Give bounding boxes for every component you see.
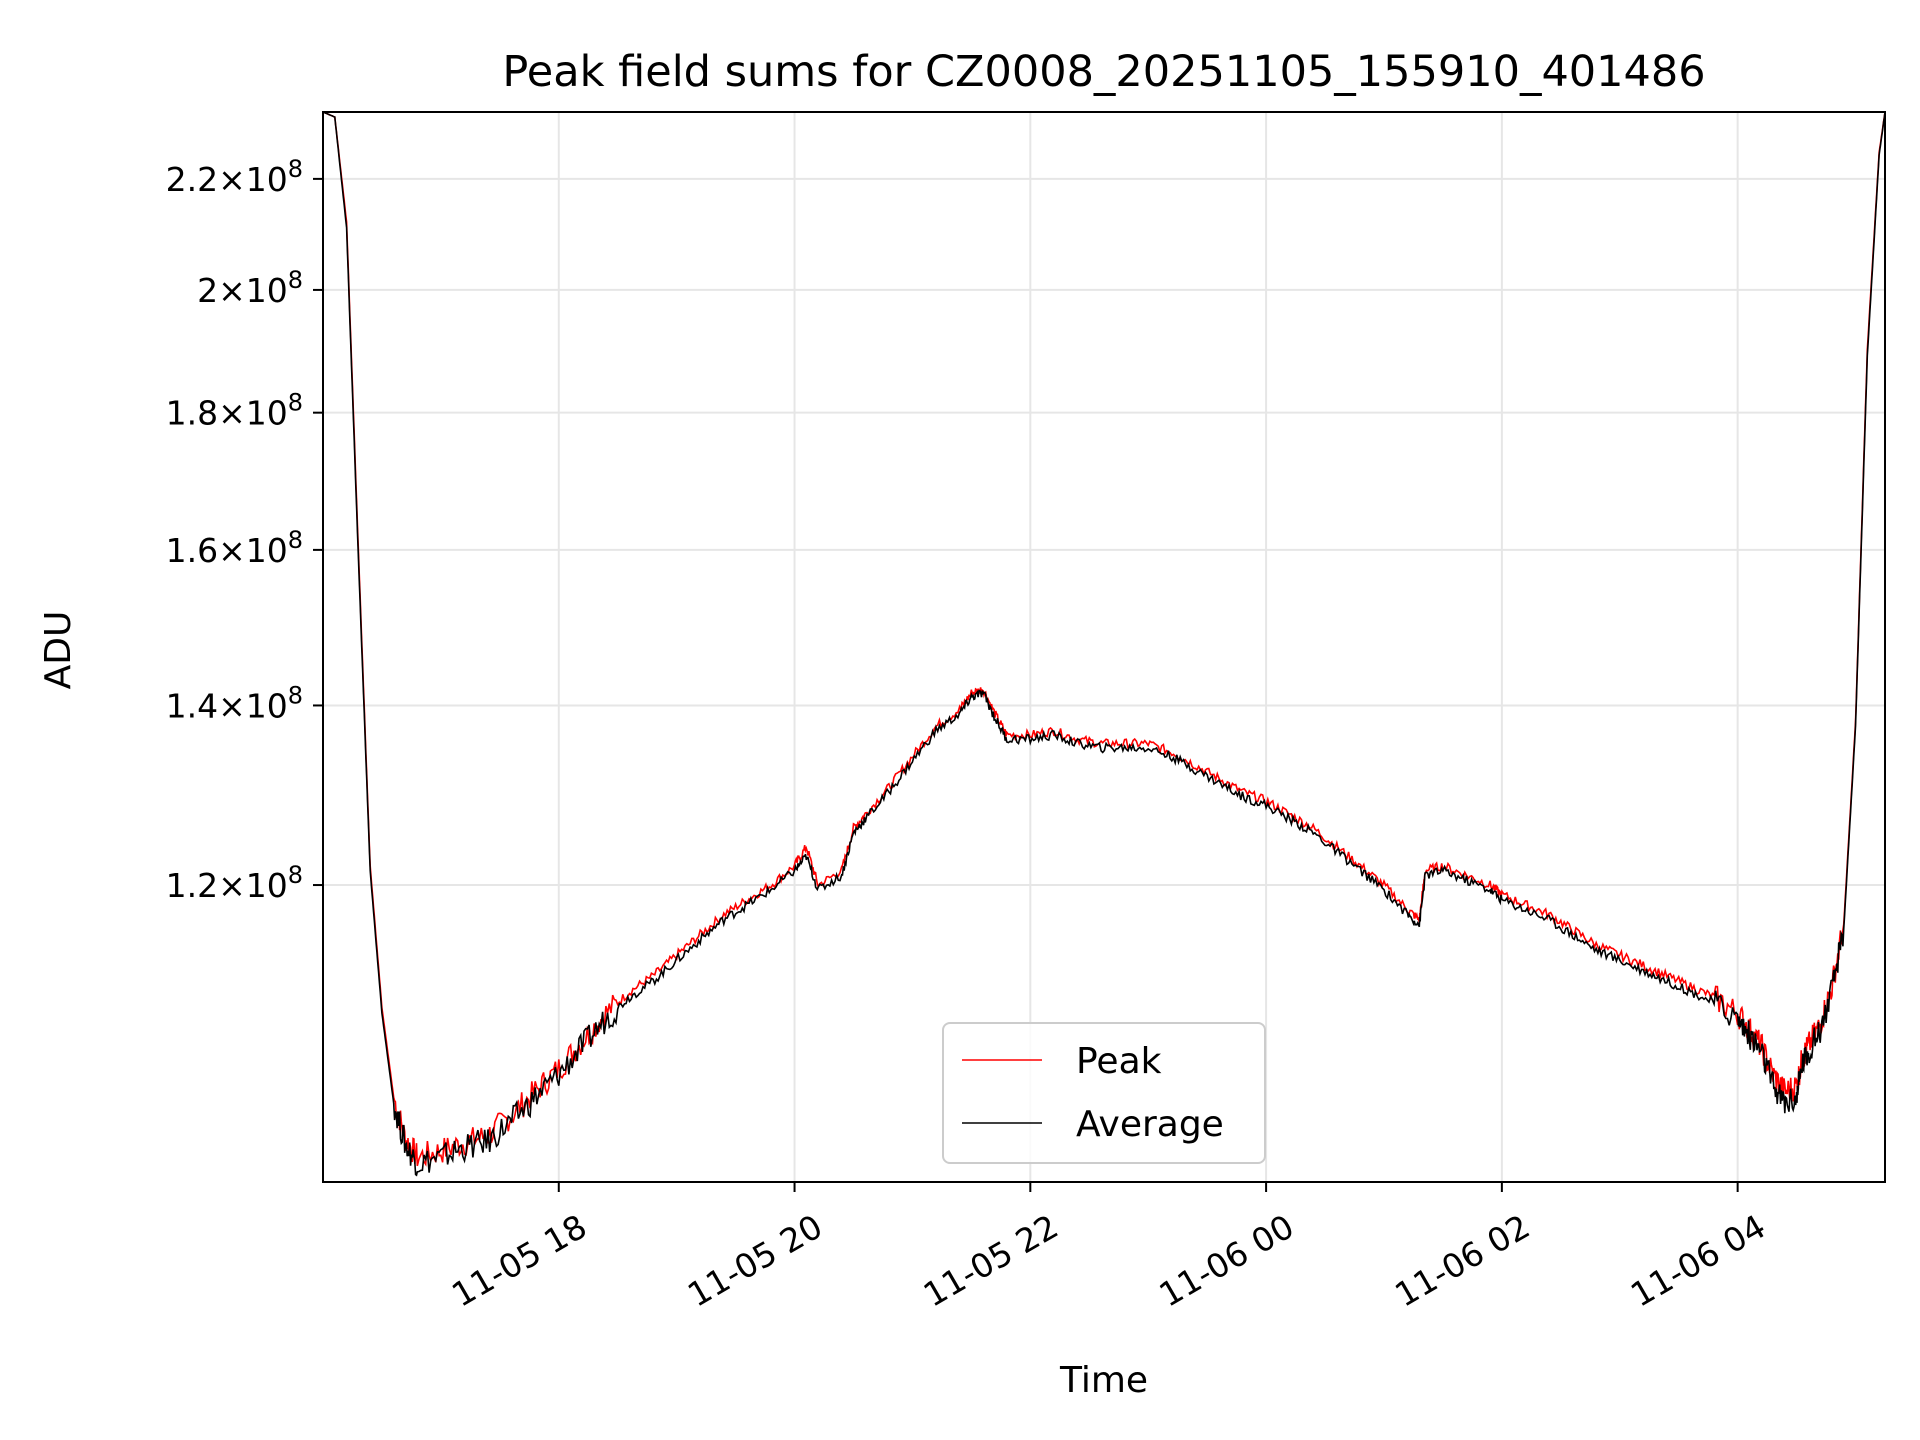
- y-tick-exponent: 8: [288, 681, 303, 709]
- chart-title: Peak field sums for CZ0008_20251105_1559…: [502, 47, 1705, 97]
- legend-label-average: Average: [1076, 1104, 1224, 1145]
- y-tick-label: 1.4×108: [166, 681, 303, 725]
- legend: Peak Average: [942, 1022, 1266, 1164]
- x-axis-label: Time: [1059, 1360, 1148, 1401]
- legend-box: [942, 1022, 1266, 1164]
- y-tick-mantissa: 2.2×10: [166, 160, 288, 199]
- y-tick-mantissa: 1.6×10: [166, 531, 288, 570]
- y-tick-label: 1.6×108: [166, 526, 303, 570]
- y-tick-label: 2.2×108: [166, 155, 303, 199]
- y-tick-mantissa: 1.8×10: [166, 394, 288, 433]
- y-tick-label: 1.2×108: [166, 861, 303, 905]
- y-tick-exponent: 8: [288, 389, 303, 417]
- series-layer: [323, 112, 1885, 1177]
- y-axis-label: ADU: [38, 611, 79, 690]
- y-tick-label: 1.8×108: [166, 389, 303, 433]
- legend-label-peak: Peak: [1076, 1041, 1162, 1082]
- y-tick-exponent: 8: [288, 861, 303, 889]
- axes-frame: [322, 111, 1886, 1183]
- y-tick-exponent: 8: [288, 266, 303, 294]
- y-tick-label: 2×108: [197, 266, 303, 310]
- y-tick-mantissa: 1.2×10: [166, 866, 288, 905]
- grid: [323, 112, 1885, 1182]
- series-line-average: [323, 112, 1885, 1177]
- y-tick-mantissa: 1.4×10: [166, 686, 288, 725]
- y-tick-mantissa: 2×10: [197, 271, 288, 310]
- y-tick-exponent: 8: [288, 526, 303, 554]
- y-tick-exponent: 8: [288, 155, 303, 183]
